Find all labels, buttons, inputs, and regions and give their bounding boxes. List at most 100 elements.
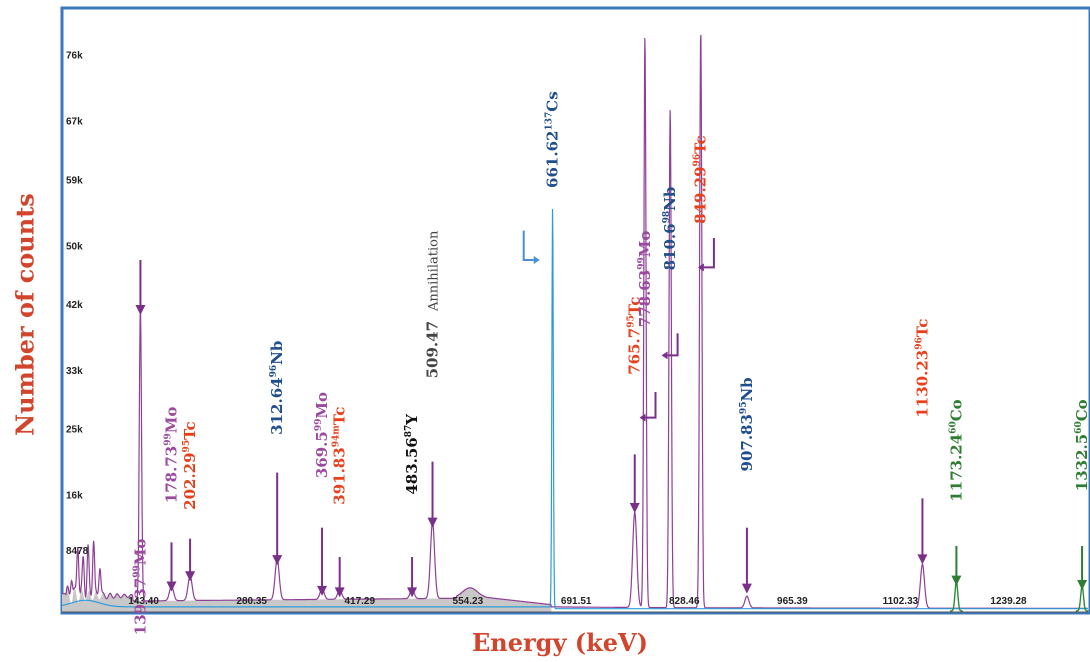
nuclide-symbol: Tc [913, 319, 931, 338]
peak-energy-label: 661.62 [544, 131, 562, 188]
peak-energy-label: 509.47 [424, 321, 442, 378]
arrow-head [533, 256, 540, 264]
co60-peak-0 [950, 579, 963, 612]
nuclide-mass: 137 [545, 112, 555, 131]
x-axis-title: Energy (keV) [472, 628, 648, 657]
peak-annotation: 778.6399Mo [636, 231, 657, 422]
peak-energy-label: 369.5 [313, 431, 331, 478]
peak-label: 1130.2396Tc [913, 319, 931, 418]
nuclide-symbol: Mo [162, 407, 180, 434]
peak-label: 778.6399Mo [636, 231, 654, 328]
x-tick-label: 1102.33 [883, 596, 919, 607]
peak-annotation: 810.698Nb [661, 187, 679, 360]
x-tick-label: 417.29 [344, 596, 375, 607]
peak-label: 1173.2460Co [947, 399, 965, 501]
peak-label: 661.62137Cs [544, 91, 562, 188]
spectrum-line-main [62, 34, 1088, 609]
spectrum-line-cs137 [61, 208, 1088, 610]
arrow-head [317, 585, 328, 596]
arrow-head [334, 587, 345, 598]
peak-energy-label: 483.56 [403, 437, 421, 494]
peak-annotation: 1130.2396Tc [913, 319, 931, 565]
peak-label: 907.8395Nb [738, 377, 756, 471]
arrow-head [697, 263, 704, 272]
peak-energy-label: 907.83 [738, 414, 756, 471]
x-tick-label: 828.46 [669, 596, 700, 607]
peak-annotation: 907.8395Nb [738, 377, 756, 594]
nuclide-symbol: Nb [661, 187, 679, 211]
peak-energy-label: 849.29 [692, 166, 710, 223]
arrow-head [272, 555, 283, 566]
nuclide-mass: 96 [914, 337, 924, 350]
nuclide-symbol: Mo [313, 392, 331, 419]
peak-label: 178.7399Mo [162, 407, 180, 504]
nuclide-symbol: Y [403, 414, 421, 426]
peak-energy-label: 1130.23 [913, 350, 931, 418]
y-tick-label: 25k [66, 425, 83, 436]
nuclide-mass: 87 [404, 425, 414, 438]
peak-annotation: 849.2996Tc [692, 135, 715, 272]
peak-label: 1332.560Co [1073, 399, 1090, 491]
peak-annotation: 312.6496Nb [268, 341, 286, 566]
peak-label: 202.2995Tc [181, 421, 199, 510]
nuclide-mass: 95 [739, 402, 749, 415]
arrow-head [185, 571, 196, 582]
y-tick-label: 33k [66, 366, 83, 377]
peak-label: 765.795Tc [626, 297, 644, 375]
x-tick-label: 691.51 [561, 596, 592, 607]
nuclide-mass: 99 [132, 565, 142, 578]
peak-label: 810.698Nb [661, 187, 679, 271]
arrow-head [917, 554, 928, 565]
y-tick-label: 16k [66, 491, 83, 502]
peak-annotation: 139.3799Mo [131, 260, 149, 635]
annihilation-label: Annihilation [427, 230, 442, 312]
peak-energy-label: 202.29 [181, 452, 199, 509]
peak-energy-label: 1332.5 [1073, 434, 1090, 491]
peak-energy-label: 139.37 [131, 578, 149, 635]
peak-annotation: 202.2995Tc [181, 421, 199, 582]
plot-frame [60, 6, 1090, 615]
arrow-head [407, 587, 418, 598]
nuclide-symbol: Tc [331, 407, 349, 426]
x-tick-label: 280.35 [236, 596, 267, 607]
x-tick-label: 1239.28 [990, 596, 1027, 607]
nuclide-mass: 99 [163, 433, 173, 446]
x-tick-label: 143.40 [128, 596, 159, 607]
peak-annotation: 391.8394mTc [331, 407, 349, 598]
nuclide-symbol: Co [1073, 399, 1090, 421]
arrow-shaft [667, 333, 679, 357]
continuum-fill [62, 586, 552, 612]
nuclide-symbol: Nb [738, 377, 756, 401]
y-tick-label: 8478 [66, 546, 89, 557]
arrow-shaft [645, 392, 657, 419]
arrow-head [951, 575, 962, 586]
nuclide-symbol: Mo [131, 539, 149, 566]
arrow-shaft [522, 230, 534, 261]
peak-energy-label: 391.83 [331, 447, 349, 504]
peak-label: 509.47 Annihilation [424, 230, 442, 378]
arrow-head [1077, 580, 1088, 590]
peak-label: 139.3799Mo [131, 539, 149, 636]
nuclide-mass: 60 [1074, 421, 1084, 434]
peak-energy-label: 178.73 [162, 446, 180, 503]
nuclide-symbol: Tc [626, 297, 644, 316]
peak-energy-label: 810.6 [661, 223, 679, 270]
peak-energy-label: 1173.24 [947, 434, 965, 502]
peak-energy-label: 765.7 [626, 328, 644, 375]
y-tick-label: 67k [66, 117, 83, 128]
nuclide-mass: 94m [332, 425, 342, 448]
arrow-head [427, 517, 438, 528]
peak-annotation: 1332.560Co [1073, 399, 1090, 590]
nuclide-mass: 99 [637, 257, 647, 270]
peak-energy-label: 312.64 [268, 377, 286, 434]
arrow-shaft [703, 238, 715, 269]
peak-label: 483.5687Y [403, 414, 421, 495]
nuclide-symbol: Tc [181, 421, 199, 440]
x-tick-label: 554.23 [453, 596, 484, 607]
peak-label: 369.599Mo [313, 392, 331, 478]
peak-label: 312.6496Nb [268, 341, 286, 435]
y-tick-label: 42k [66, 300, 83, 311]
peak-annotation: 1173.2460Co [947, 399, 965, 586]
peak-label: 391.8394mTc [331, 407, 349, 505]
